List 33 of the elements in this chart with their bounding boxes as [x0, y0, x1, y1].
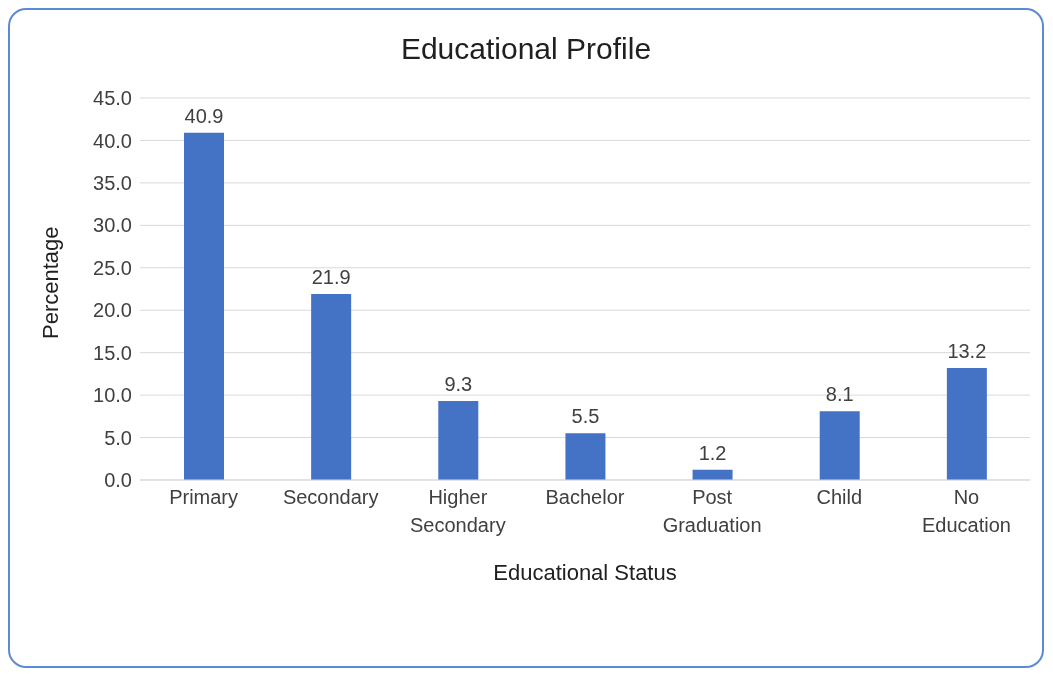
y-axis-title: Percentage — [37, 226, 63, 339]
y-tick-label: 10.0 — [93, 384, 132, 407]
data-label: 21.9 — [311, 266, 351, 289]
y-tick-label: 5.0 — [104, 426, 132, 449]
y-tick-label: 40.0 — [93, 129, 132, 152]
x-tick-label: Secondary — [282, 486, 379, 508]
bar — [819, 411, 860, 480]
chart-title: Educational Profile — [399, 32, 653, 66]
data-label: 13.2 — [947, 339, 987, 362]
y-tick-label: 20.0 — [93, 299, 132, 322]
data-label: 1.2 — [698, 441, 727, 464]
y-tick-label: 25.0 — [93, 256, 132, 279]
x-tick-label: Post Graduation — [662, 486, 762, 536]
y-tick-label: 0.0 — [104, 469, 132, 492]
x-tick-label: Child — [816, 486, 863, 508]
y-tick-label: 15.0 — [93, 341, 132, 364]
x-tick-label: Primary — [169, 486, 239, 508]
bar — [184, 132, 224, 480]
y-tick-label: 35.0 — [93, 171, 132, 194]
x-tick-label: Higher Secondary — [410, 486, 506, 536]
data-label: 5.5 — [571, 405, 600, 428]
data-label: 9.3 — [444, 373, 473, 396]
bar — [438, 401, 479, 480]
data-label: 8.1 — [825, 383, 854, 406]
x-tick-label: Bachelor — [545, 486, 625, 508]
y-tick-label: 30.0 — [93, 214, 132, 237]
bar — [311, 294, 352, 480]
bar — [565, 433, 606, 480]
x-tick-label: No Education — [921, 486, 1011, 536]
x-axis-title: Educational Status — [493, 560, 677, 585]
data-label: 40.9 — [184, 104, 224, 127]
bar — [946, 367, 987, 480]
y-tick-label: 45.0 — [93, 87, 132, 110]
